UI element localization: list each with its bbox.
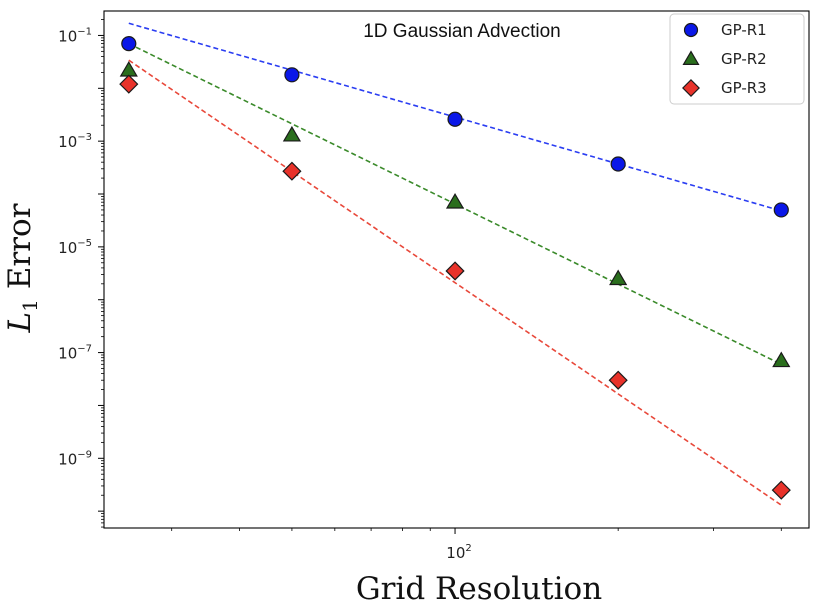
tick-labels: 10−9 10−7 10−5 10−3 10−1 102 xyxy=(58,26,472,562)
data-point-gp-r1 xyxy=(447,111,463,127)
plot-frame xyxy=(103,10,810,529)
y-tick-label: 10−3 xyxy=(58,132,92,151)
chart-title: 1D Gaussian Advection xyxy=(363,21,561,42)
data-point-gp-r3 xyxy=(771,480,791,500)
y-tick-label: 10−7 xyxy=(58,344,92,363)
legend-label-gp-r1: GP-R1 xyxy=(721,21,767,39)
data-point-gp-r3 xyxy=(608,370,628,390)
data-point-gp-r1 xyxy=(121,36,137,52)
axis-ticks xyxy=(98,19,782,534)
y-axis-title-sub: 1 xyxy=(18,299,42,312)
y-axis-title: L1 Error xyxy=(2,203,42,333)
data-point-gp-r2 xyxy=(119,60,138,77)
data-point-gp-r1 xyxy=(610,156,626,172)
legend: GP-R1 GP-R2 GP-R3 xyxy=(669,13,805,105)
data-point-gp-r1 xyxy=(284,67,300,83)
legend-marker-gp-r2 xyxy=(682,50,700,65)
data-point-gp-r3 xyxy=(445,261,465,281)
data-markers xyxy=(119,36,791,500)
legend-marker-gp-r3 xyxy=(682,79,700,97)
y-axis-title-main: L xyxy=(2,312,38,334)
y-tick-label: 10−1 xyxy=(58,26,92,45)
data-point-gp-r3 xyxy=(282,161,302,181)
svg-text:L1 Error: L1 Error xyxy=(2,203,42,333)
legend-label-gp-r3: GP-R3 xyxy=(721,79,767,97)
y-tick-label: 10−9 xyxy=(58,449,92,468)
data-point-gp-r2 xyxy=(282,125,302,142)
data-point-gp-r1 xyxy=(773,202,789,218)
x-axis-title: Grid Resolution xyxy=(356,571,602,606)
x-tick-label: 102 xyxy=(446,543,471,562)
y-axis-title-rest: Error xyxy=(2,203,38,299)
y-tick-label: 10−5 xyxy=(58,238,92,257)
data-point-gp-r3 xyxy=(119,74,139,94)
data-point-gp-r2 xyxy=(609,269,628,286)
data-point-gp-r2 xyxy=(445,192,465,209)
legend-marker-gp-r1 xyxy=(683,22,699,38)
legend-box xyxy=(669,13,805,105)
fit-line-gp-r3 xyxy=(128,59,782,506)
legend-label-gp-r2: GP-R2 xyxy=(721,50,767,68)
data-point-gp-r2 xyxy=(772,351,791,368)
